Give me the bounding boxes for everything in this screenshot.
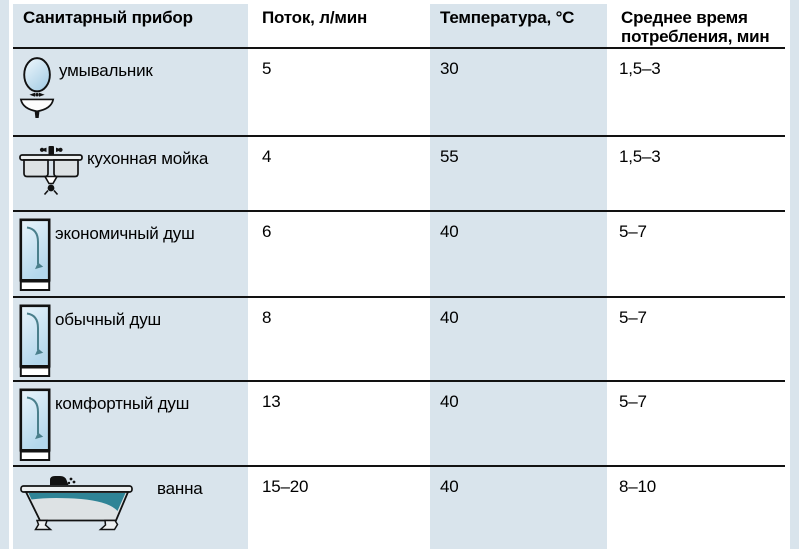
temperature-cell: 40 xyxy=(430,382,607,465)
header-temperature: Температура, °C xyxy=(430,4,607,47)
temperature-cell: 40 xyxy=(430,298,607,380)
fixtures-table: Санитарный прибор Поток, л/мин Температу… xyxy=(13,4,785,549)
right-margin-strip xyxy=(790,0,799,549)
flow-cell: 5 xyxy=(262,59,272,78)
header-flow: Поток, л/мин xyxy=(262,8,368,27)
temperature-cell: 40 xyxy=(430,467,607,549)
fixture-label: ванна xyxy=(157,479,203,498)
fixture-label: обычный душ xyxy=(55,310,161,329)
fixture-label: экономичный душ xyxy=(55,224,195,243)
fixture-label: комфортный душ xyxy=(55,394,190,413)
table-header-row: Санитарный прибор Поток, л/мин Температу… xyxy=(13,4,785,49)
flow-cell: 6 xyxy=(262,222,272,241)
flow-cell: 15–20 xyxy=(262,477,309,496)
table-row: ванна 15–20 40 8–10 xyxy=(13,467,785,549)
table-row: экономичный душ 6 40 5–7 xyxy=(13,212,785,298)
fixture-label: кухонная мойка xyxy=(87,149,209,168)
shower-icon xyxy=(19,388,51,461)
avg-time-cell: 5–7 xyxy=(619,222,647,241)
avg-time-cell: 1,5–3 xyxy=(619,147,661,166)
header-avg-time: Среднее время потребления, мин xyxy=(621,8,770,46)
fixture-cell: экономичный душ xyxy=(13,212,248,296)
temperature-cell: 30 xyxy=(430,49,607,135)
fixture-iconbox xyxy=(19,216,53,292)
fixture-label: умывальник xyxy=(59,61,153,80)
fixture-iconbox xyxy=(19,471,155,535)
washbasin-icon xyxy=(19,57,55,118)
shower-icon xyxy=(19,304,51,377)
table-row: умывальник 5 30 1,5–3 xyxy=(13,49,785,137)
flow-cell: 4 xyxy=(262,147,272,166)
fixture-iconbox xyxy=(19,53,57,123)
shower-icon xyxy=(19,218,51,291)
fixture-iconbox xyxy=(19,302,53,378)
flow-cell: 8 xyxy=(262,308,272,327)
fixture-cell: кухонная мойка xyxy=(13,137,248,210)
flow-cell: 13 xyxy=(262,392,281,411)
fixture-iconbox xyxy=(19,141,85,201)
temperature-cell: 40 xyxy=(430,212,607,296)
temperature-cell: 55 xyxy=(430,137,607,210)
table-row: кухонная мойка 4 55 1,5–3 xyxy=(13,137,785,212)
fixture-cell: умывальник xyxy=(13,49,248,135)
fixture-cell: комфортный душ xyxy=(13,382,248,465)
left-margin-strip xyxy=(0,0,9,549)
table-row: обычный душ 8 40 5–7 xyxy=(13,298,785,382)
header-fixture: Санитарный прибор xyxy=(13,4,248,47)
avg-time-cell: 8–10 xyxy=(619,477,657,496)
bathtub-icon xyxy=(20,476,133,531)
avg-time-cell: 1,5–3 xyxy=(619,59,661,78)
kitchen-sink-icon xyxy=(19,146,83,196)
table-body: умывальник 5 30 1,5–3 xyxy=(13,49,785,549)
table-row: комфортный душ 13 40 5–7 xyxy=(13,382,785,467)
fixture-cell: ванна xyxy=(13,467,248,549)
fixture-iconbox xyxy=(19,386,53,462)
avg-time-cell: 5–7 xyxy=(619,392,647,411)
avg-time-cell: 5–7 xyxy=(619,308,647,327)
fixture-cell: обычный душ xyxy=(13,298,248,380)
